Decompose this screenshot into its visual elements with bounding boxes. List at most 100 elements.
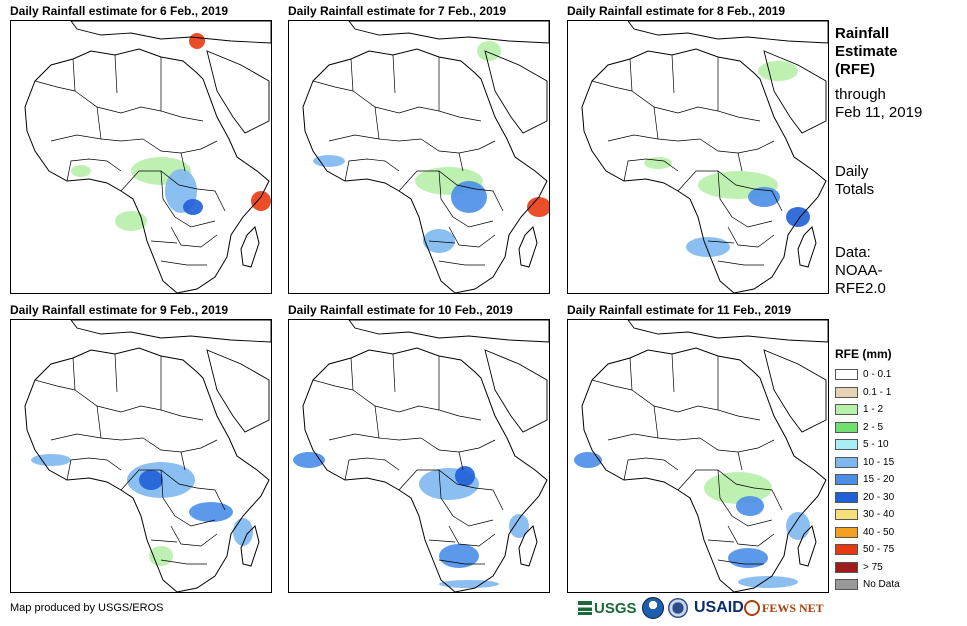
- fewsnet-globe-icon: [744, 600, 760, 616]
- country-border: [438, 260, 485, 266]
- europe-outline: [70, 21, 271, 44]
- rainfall-area: [251, 191, 271, 211]
- daily-totals-line: Totals: [835, 181, 875, 198]
- africa-map-svg: [293, 320, 549, 592]
- country-border: [160, 57, 204, 122]
- country-border: [607, 433, 701, 441]
- country-border: [474, 188, 504, 212]
- arabia-outline: [763, 349, 827, 433]
- through-date: through Feb 11, 2019: [835, 86, 922, 122]
- country-border: [196, 487, 226, 511]
- country-border: [72, 357, 162, 413]
- europe-outline: [627, 21, 828, 44]
- country-border: [420, 138, 496, 154]
- panel-title: Daily Rainfall estimate for 7 Feb., 2019: [288, 4, 507, 18]
- africa-coastline: [302, 48, 548, 293]
- country-border: [448, 525, 496, 547]
- country-border: [392, 353, 396, 393]
- map-panel-feb-11: Daily Rainfall estimate for 11 Feb., 201…: [567, 303, 829, 593]
- legend-label: 30 - 40: [863, 509, 895, 521]
- europe-outline: [348, 320, 549, 343]
- africa-coastline: [24, 48, 270, 293]
- country-border: [623, 158, 679, 182]
- country-border: [717, 356, 761, 421]
- country-border: [717, 57, 761, 122]
- legend-label: > 75: [863, 561, 883, 573]
- country-border: [591, 80, 633, 92]
- legend-swatch: [835, 421, 858, 433]
- rainfall-area: [149, 546, 173, 566]
- product-title: Rainfall Estimate (RFE): [835, 25, 898, 79]
- data-source-line: Data:: [835, 244, 871, 261]
- through-date-value: Feb 11, 2019: [835, 104, 923, 121]
- arabia-outline: [484, 349, 548, 433]
- rainfall-area: [786, 512, 810, 540]
- rainfall-area: [233, 518, 253, 546]
- country-border: [374, 405, 380, 439]
- rainfall-map: [288, 20, 550, 294]
- rainfall-area: [189, 502, 233, 522]
- legend-label: 50 - 75: [863, 544, 895, 556]
- rainfall-map: [288, 319, 550, 593]
- country-border: [96, 106, 102, 140]
- rainfall-area: [439, 544, 479, 568]
- rainfall-area: [509, 514, 529, 538]
- rainfall-area: [189, 33, 205, 49]
- rainfall-area: [71, 165, 91, 177]
- daily-totals-line: Daily: [835, 163, 869, 180]
- country-border: [344, 457, 400, 481]
- rainfall-layer: [31, 454, 253, 566]
- country-border: [350, 58, 440, 114]
- map-panel-feb-9: Daily Rainfall estimate for 9 Feb., 2019: [10, 303, 272, 593]
- fewsnet-logo-text: FEWS NET: [762, 600, 824, 615]
- country-border: [707, 539, 735, 543]
- africa-map-svg: [302, 21, 549, 293]
- legend-label: 5 - 10: [863, 439, 889, 451]
- map-panel-feb-6: Daily Rainfall estimate for 6 Feb., 2019: [10, 4, 272, 294]
- country-border: [671, 54, 675, 94]
- legend-swatch: [835, 404, 858, 416]
- country-border: [160, 469, 216, 527]
- arabia-outline: [484, 50, 548, 134]
- country-border: [344, 158, 400, 182]
- rainfall-layer: [574, 452, 810, 588]
- country-border: [717, 170, 773, 228]
- rainfall-area: [477, 41, 501, 61]
- legend-swatch: [835, 509, 858, 521]
- legend-label: 0.1 - 1: [863, 386, 892, 398]
- africa-coastline: [581, 347, 827, 592]
- arabia-outline: [206, 50, 270, 134]
- country-border: [699, 437, 775, 453]
- country-border: [448, 226, 496, 248]
- panel-title: Daily Rainfall estimate for 9 Feb., 2019: [10, 303, 229, 317]
- country-border: [420, 437, 496, 453]
- country-border: [50, 134, 144, 142]
- country-border: [623, 457, 679, 481]
- country-border: [34, 80, 76, 92]
- usgs-logo-text: USGS: [594, 599, 637, 617]
- data-source: Data: NOAA- RFE2.0: [835, 244, 886, 298]
- through-label: through: [835, 86, 886, 103]
- country-border: [653, 106, 659, 140]
- legend-label: No Data: [863, 579, 900, 591]
- country-border: [629, 58, 719, 114]
- legend-item: 0 - 0.1: [835, 366, 945, 384]
- country-border: [737, 451, 743, 471]
- legend-label: 20 - 30: [863, 491, 895, 503]
- country-border: [150, 240, 178, 244]
- legend-swatch: [835, 386, 858, 398]
- legend-swatch: [835, 439, 858, 451]
- madagascar-outline: [240, 525, 260, 567]
- country-border: [607, 134, 701, 142]
- rainfall-area: [115, 211, 147, 231]
- country-border: [50, 433, 144, 441]
- rainfall-map: [567, 20, 829, 294]
- country-border: [438, 559, 485, 565]
- country-border: [66, 158, 122, 182]
- country-border: [170, 226, 218, 248]
- legend-title: RFE (mm): [835, 347, 892, 361]
- europe-outline: [348, 21, 549, 44]
- panel-title: Daily Rainfall estimate for 10 Feb., 201…: [288, 303, 513, 317]
- country-border: [653, 405, 659, 439]
- africa-coastline: [302, 347, 548, 592]
